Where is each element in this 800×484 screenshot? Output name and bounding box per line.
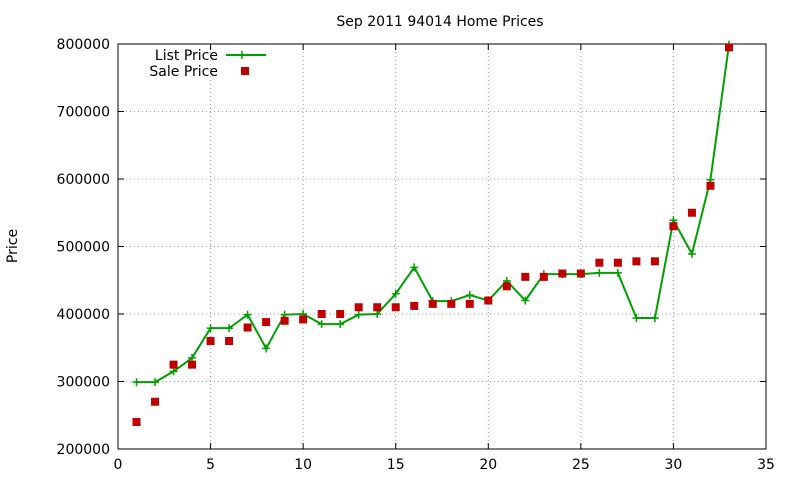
data-point-list-price xyxy=(650,314,659,323)
data-point-sale-price xyxy=(132,418,141,426)
data-point-list-price xyxy=(391,289,400,298)
x-tick-label: 10 xyxy=(294,457,312,473)
data-point-sale-price xyxy=(521,272,530,281)
data-point-sale-price xyxy=(243,323,252,332)
data-point-list-price xyxy=(188,353,197,362)
data-point-list-price xyxy=(206,324,215,333)
data-point-sale-price xyxy=(151,397,160,406)
data-point-sale-price xyxy=(317,310,326,318)
data-series xyxy=(132,40,733,426)
data-point-list-price xyxy=(410,263,419,272)
data-point-sale-price xyxy=(188,360,197,369)
data-point-sale-price xyxy=(410,301,419,310)
legend: List Price Sale Price xyxy=(149,48,266,80)
data-point-sale-price xyxy=(299,315,308,324)
data-point-list-price xyxy=(632,314,641,323)
data-point-sale-price xyxy=(447,299,456,308)
axis-ticks: 0 5 10 15 20 25 30 35 200000 300000 400000 500000 60… xyxy=(57,37,775,473)
y-tick-label: 300000 xyxy=(57,375,110,391)
x-tick-label: 35 xyxy=(757,457,775,473)
data-point-sale-price xyxy=(354,303,363,312)
data-point-list-price xyxy=(521,296,530,305)
data-point-list-price xyxy=(225,324,234,333)
y-axis-label: Price xyxy=(5,229,21,263)
series-line-list-price xyxy=(136,44,730,384)
data-point-list-price xyxy=(465,291,474,300)
data-point-sale-price xyxy=(391,303,400,312)
y-tick-label: 200000 xyxy=(57,442,110,458)
data-point-list-price xyxy=(613,268,622,277)
data-point-sale-price xyxy=(280,316,289,325)
data-point-sale-price xyxy=(687,208,696,217)
legend-label-list-price: List Price xyxy=(155,48,218,64)
data-point-list-price xyxy=(336,320,345,329)
data-point-sale-price xyxy=(169,360,178,369)
x-tick-label: 20 xyxy=(479,457,497,473)
data-point-list-price xyxy=(317,320,326,329)
data-point-sale-price xyxy=(613,258,622,267)
y-tick-label: 800000 xyxy=(57,37,110,53)
chart-title: Sep 2011 94014 Home Prices xyxy=(336,14,543,30)
data-point-list-price xyxy=(243,310,252,319)
x-tick-label: 0 xyxy=(114,457,123,473)
data-point-sale-price xyxy=(724,43,733,52)
data-point-list-price xyxy=(169,367,178,376)
data-point-sale-price xyxy=(576,269,585,278)
data-point-sale-price xyxy=(502,282,511,291)
data-point-sale-price xyxy=(558,269,567,278)
data-point-sale-price xyxy=(706,181,715,190)
data-point-list-price xyxy=(373,310,382,318)
data-point-sale-price xyxy=(539,272,548,281)
data-point-sale-price xyxy=(465,299,474,308)
data-point-sale-price xyxy=(262,318,271,327)
data-point-list-price xyxy=(687,249,696,258)
data-point-sale-price xyxy=(595,258,604,267)
legend-swatch-sale-price xyxy=(241,67,249,75)
data-point-list-price xyxy=(354,310,363,319)
data-point-sale-price xyxy=(632,257,641,266)
data-point-sale-price xyxy=(484,296,493,305)
data-point-list-price xyxy=(132,378,141,387)
data-point-sale-price xyxy=(428,299,437,308)
data-point-sale-price xyxy=(206,337,215,345)
data-point-sale-price xyxy=(650,257,659,266)
data-point-sale-price xyxy=(373,303,382,312)
x-tick-label: 30 xyxy=(665,457,683,473)
data-point-list-price xyxy=(262,344,271,353)
legend-label-sale-price: Sale Price xyxy=(149,64,218,80)
data-point-list-price xyxy=(151,378,160,387)
y-tick-label: 500000 xyxy=(57,240,110,256)
data-point-sale-price xyxy=(225,337,234,345)
data-point-list-price xyxy=(595,268,604,277)
x-tick-label: 5 xyxy=(206,457,215,473)
y-tick-label: 700000 xyxy=(57,105,110,121)
grid-lines xyxy=(118,44,766,449)
y-tick-label: 400000 xyxy=(57,307,110,323)
data-point-sale-price xyxy=(669,222,678,231)
y-tick-label: 600000 xyxy=(57,172,110,188)
x-tick-label: 15 xyxy=(387,457,405,473)
data-point-sale-price xyxy=(336,310,345,318)
x-tick-label: 25 xyxy=(572,457,590,473)
